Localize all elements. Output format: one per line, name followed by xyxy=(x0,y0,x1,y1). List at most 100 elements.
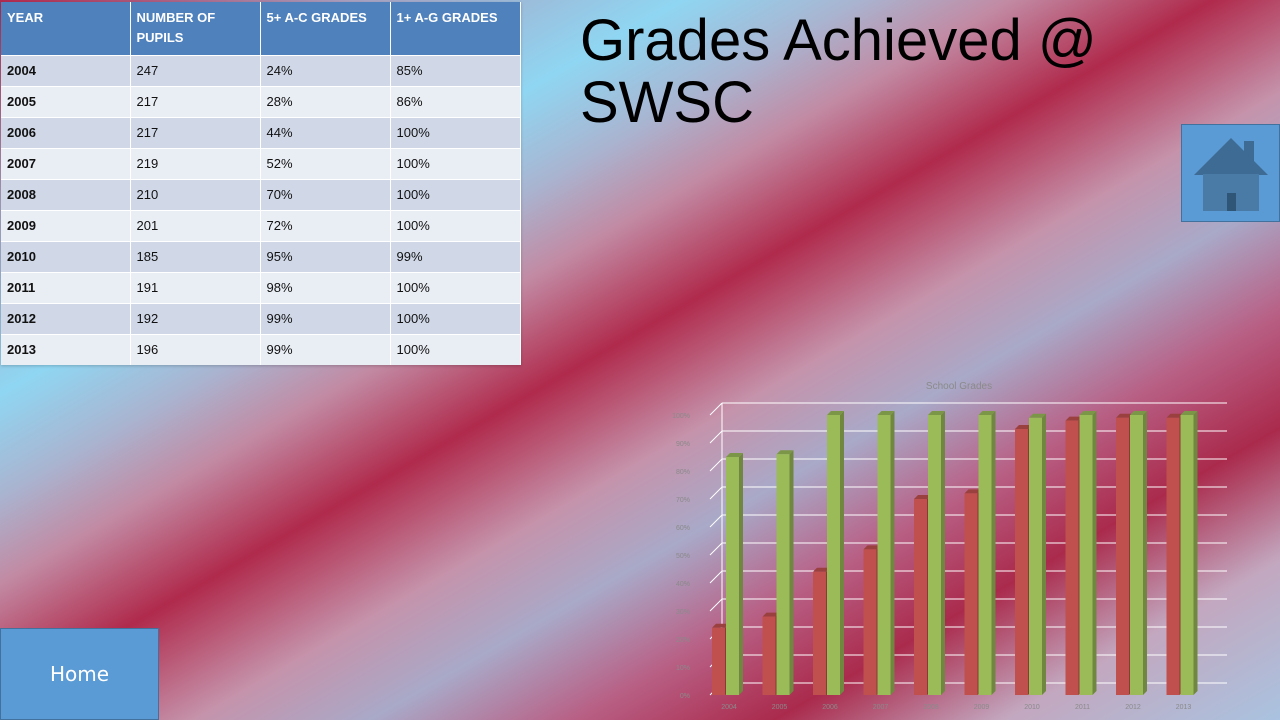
header-year: YEAR xyxy=(1,2,131,55)
table-row: 2005 217 28% 86% xyxy=(1,85,521,117)
gridline xyxy=(709,514,723,528)
table-row: 2007 219 52% 100% xyxy=(1,147,521,179)
y-tick-label: 30% xyxy=(676,609,690,616)
cell-grades-5-ac: 52% xyxy=(260,147,391,179)
chart-title: School Grades xyxy=(926,381,992,392)
cell-pupils: 217 xyxy=(130,116,261,148)
cell-grades-5-ac: 70% xyxy=(260,178,391,210)
cell-year: 2013 xyxy=(1,333,131,365)
cell-pupils: 210 xyxy=(130,178,261,210)
table-row: 2009 201 72% 100% xyxy=(1,209,521,241)
x-tick-label: 2011 xyxy=(1075,704,1090,711)
cell-grades-5-ac: 24% xyxy=(260,54,391,86)
x-tick-label: 2012 xyxy=(1125,704,1141,711)
x-axis-tick-labels: 2004 2005 2006 2007 2008 2009 2010 2011 2012 2013 xyxy=(721,704,1191,711)
cell-year: 2010 xyxy=(1,240,131,272)
header-number-of-pupils: NUMBER OF PUPILS xyxy=(130,2,261,55)
house-icon xyxy=(1194,138,1268,211)
gridline xyxy=(709,542,723,556)
x-tick-label: 2009 xyxy=(974,704,990,711)
header-1-ag-grades: 1+ A-G GRADES xyxy=(390,2,521,55)
header-5-ac-grades: 5+ A-C GRADES xyxy=(260,2,391,55)
school-grades-chart: School Grades 0% 10% 20% 30% 40% 50% 60% 70% 80%… xyxy=(672,381,1227,711)
cell-grades-1-ag: 100% xyxy=(390,209,521,241)
cell-grades-5-ac: 98% xyxy=(260,271,391,303)
gridline xyxy=(709,570,723,584)
bar-2010-series-2 xyxy=(1029,413,1046,695)
cell-pupils: 185 xyxy=(130,240,261,272)
bar-2008-series-2 xyxy=(928,411,945,695)
home-button[interactable]: Home xyxy=(0,628,159,720)
cell-year: 2007 xyxy=(1,147,131,179)
cell-pupils: 201 xyxy=(130,209,261,241)
gridline xyxy=(709,458,723,472)
gridline xyxy=(709,598,723,612)
y-axis-tick-labels: 0% 10% 20% 30% 40% 50% 60% 70% 80% 90% 100% xyxy=(672,413,690,700)
chart-bars xyxy=(712,411,1198,695)
gridline xyxy=(709,402,723,416)
cell-grades-1-ag: 100% xyxy=(390,178,521,210)
cell-year: 2011 xyxy=(1,271,131,303)
bar-2012-series-2 xyxy=(1130,411,1147,695)
cell-grades-5-ac: 95% xyxy=(260,240,391,272)
y-tick-label: 10% xyxy=(676,665,690,672)
x-tick-label: 2010 xyxy=(1024,704,1040,711)
page-title: Grades Achieved @ SWSC xyxy=(580,8,1097,135)
cell-year: 2005 xyxy=(1,85,131,117)
table-row: 2012 192 99% 100% xyxy=(1,302,521,334)
y-tick-label: 50% xyxy=(676,553,690,560)
cell-year: 2008 xyxy=(1,178,131,210)
y-tick-label: 0% xyxy=(680,693,690,700)
y-tick-label: 90% xyxy=(676,441,690,448)
cell-year: 2012 xyxy=(1,302,131,334)
cell-year: 2009 xyxy=(1,209,131,241)
table-row: 2013 196 99% 100% xyxy=(1,333,521,365)
cell-grades-1-ag: 100% xyxy=(390,147,521,179)
gridline xyxy=(709,430,723,444)
bar-2011-series-2 xyxy=(1079,411,1097,695)
cell-grades-5-ac: 99% xyxy=(260,333,391,365)
cell-pupils: 219 xyxy=(130,147,261,179)
cell-year: 2006 xyxy=(1,116,131,148)
y-tick-label: 80% xyxy=(676,469,690,476)
bar-2004-series-2 xyxy=(726,453,743,695)
cell-pupils: 247 xyxy=(130,54,261,86)
bar-2007-series-2 xyxy=(877,411,895,695)
bar-2013-series-2 xyxy=(1180,411,1198,695)
home-icon-button[interactable] xyxy=(1181,124,1280,222)
x-tick-label: 2004 xyxy=(721,704,737,711)
bar-2006-series-2 xyxy=(827,411,844,695)
grades-table: YEAR NUMBER OF PUPILS 5+ A-C GRADES 1+ A… xyxy=(1,2,521,365)
gridline xyxy=(709,486,723,500)
cell-grades-5-ac: 28% xyxy=(260,85,391,117)
cell-grades-1-ag: 100% xyxy=(390,302,521,334)
y-tick-label: 40% xyxy=(676,581,690,588)
cell-year: 2004 xyxy=(1,54,131,86)
cell-pupils: 191 xyxy=(130,271,261,303)
y-tick-label: 70% xyxy=(676,497,690,504)
cell-pupils: 192 xyxy=(130,302,261,334)
cell-grades-1-ag: 85% xyxy=(390,54,521,86)
bar-2005-series-2 xyxy=(776,450,794,695)
cell-grades-5-ac: 72% xyxy=(260,209,391,241)
cell-pupils: 196 xyxy=(130,333,261,365)
y-tick-label: 60% xyxy=(676,525,690,532)
cell-grades-1-ag: 86% xyxy=(390,85,521,117)
cell-grades-1-ag: 99% xyxy=(390,240,521,272)
cell-grades-1-ag: 100% xyxy=(390,271,521,303)
x-tick-label: 2008 xyxy=(923,704,939,711)
x-tick-label: 2013 xyxy=(1176,704,1192,711)
table-row: 2008 210 70% 100% xyxy=(1,178,521,210)
x-tick-label: 2006 xyxy=(822,704,838,711)
y-tick-label: 100% xyxy=(672,413,690,420)
table-row: 2010 185 95% 99% xyxy=(1,240,521,272)
x-tick-label: 2005 xyxy=(772,704,788,711)
y-tick-label: 20% xyxy=(676,637,690,644)
bar-2009-series-2 xyxy=(978,411,996,695)
cell-grades-1-ag: 100% xyxy=(390,116,521,148)
cell-grades-5-ac: 44% xyxy=(260,116,391,148)
table-row: 2006 217 44% 100% xyxy=(1,116,521,148)
table-row: 2004 247 24% 85% xyxy=(1,54,521,86)
table-header-row: YEAR NUMBER OF PUPILS 5+ A-C GRADES 1+ A… xyxy=(1,2,521,55)
table-row: 2011 191 98% 100% xyxy=(1,271,521,303)
